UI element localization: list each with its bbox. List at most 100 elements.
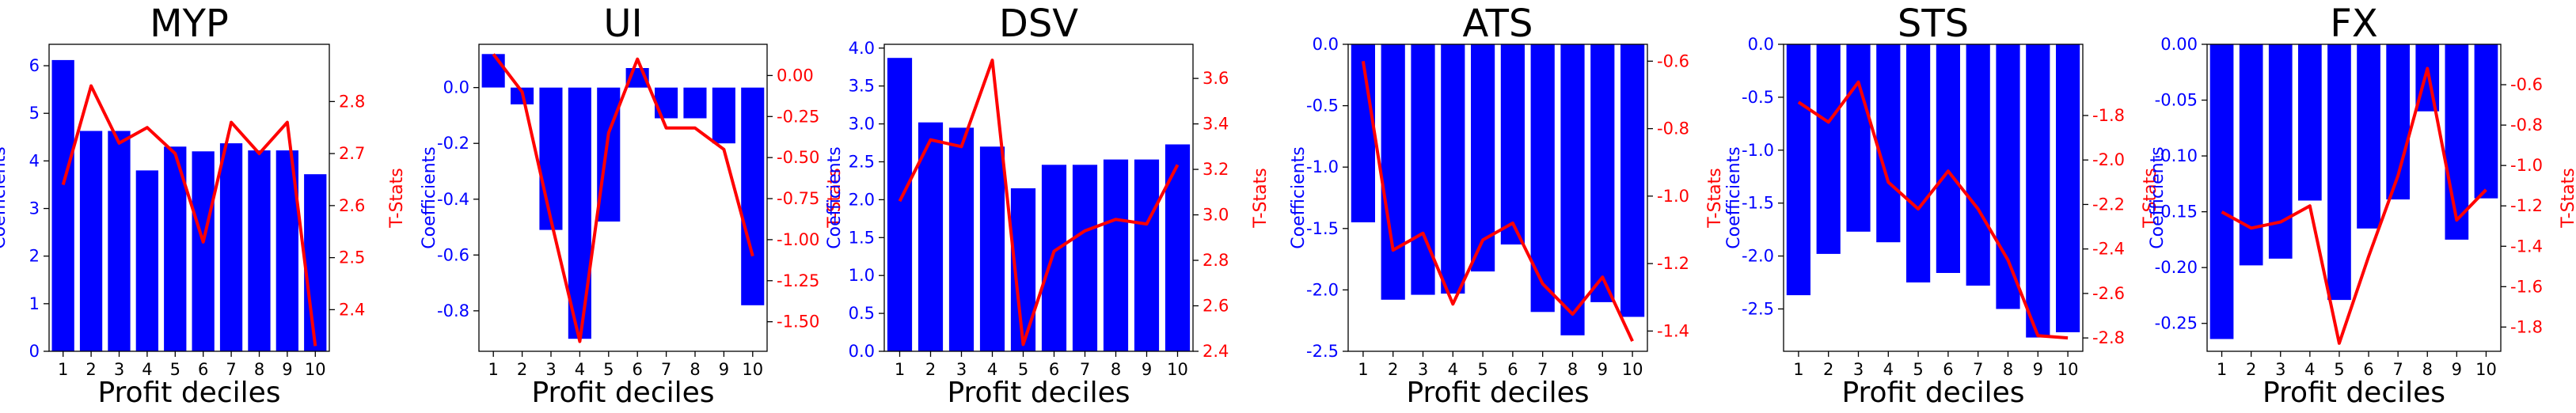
x-axis-label: Profit deciles [531, 377, 714, 409]
xtick-label: 9 [1598, 360, 1608, 379]
y2tick-label: 2.5 [339, 248, 365, 267]
y2tick-label: -0.6 [1657, 51, 1689, 70]
y2-axis-label: T-Stats [1251, 168, 1271, 229]
y-axis-label: Coefficients [2148, 146, 2168, 248]
y2tick-label: 2.8 [339, 92, 365, 111]
y2tick-label: -1.00 [777, 230, 819, 249]
y2tick-label: -1.2 [2510, 196, 2543, 215]
ytick-label: -0.25 [2155, 314, 2198, 333]
bar-4 [2298, 44, 2322, 201]
bar-7 [1530, 44, 1555, 313]
y-axis-label: Coefficients [0, 146, 9, 248]
bar-4 [979, 146, 1005, 352]
y2tick-label: -1.2 [1657, 254, 1689, 273]
bar-8 [1103, 159, 1129, 351]
bar-6 [192, 151, 215, 351]
xtick-label: 8 [1567, 360, 1578, 379]
ytick-label: -2.5 [1306, 342, 1339, 361]
ytick-label: -2.0 [1742, 247, 1774, 266]
y2tick-label: 3.6 [1203, 69, 1229, 88]
bar-9 [1134, 159, 1160, 351]
y2tick-label: -0.25 [777, 107, 819, 126]
xtick-label: 3 [2275, 360, 2285, 379]
bar-8 [1560, 44, 1585, 335]
bar-2 [2239, 44, 2263, 266]
xtick-label: 10 [305, 360, 326, 379]
xtick-label: 1 [488, 360, 499, 379]
bar-2 [1816, 44, 1841, 254]
xtick-label: 1 [2217, 360, 2227, 379]
ytick-label: 1.5 [849, 228, 875, 247]
y-axis-label: Coefficients [420, 146, 439, 248]
ytick-label: 4 [29, 151, 40, 170]
y2tick-label: -1.4 [2510, 237, 2543, 256]
chart-title: STS [1898, 2, 1969, 46]
ytick-label: 2 [29, 247, 40, 266]
bar-3 [108, 131, 131, 351]
xtick-label: 6 [2363, 360, 2373, 379]
y2tick-label: 3.4 [1203, 115, 1229, 134]
xtick-label: 10 [1167, 360, 1188, 379]
bar-4 [1876, 44, 1901, 243]
ytick-label: -0.6 [437, 245, 469, 264]
xtick-label: 5 [603, 360, 614, 379]
bar-6 [1500, 44, 1525, 244]
ytick-label: -0.8 [437, 301, 469, 320]
bar-4 [1441, 44, 1465, 294]
bar-10 [1165, 144, 1191, 351]
y2tick-label: -2.8 [2092, 328, 2125, 347]
xtick-label: 9 [1142, 360, 1152, 379]
bar-1 [51, 59, 74, 352]
plot-frame [1347, 44, 1648, 352]
ytick-label: -0.5 [1306, 97, 1339, 116]
plot-frame [478, 44, 768, 352]
bar-3 [1411, 44, 1435, 295]
y2tick-label: 0.00 [777, 66, 814, 85]
chart-panel-ui: -0.8 -0.6 -0.4 -0.2 0.0 -1.50 -1.25 -1.00 -0.75 -… [420, 2, 845, 409]
xtick-label: 5 [170, 360, 180, 379]
xtick-label: 4 [2304, 360, 2315, 379]
ytick-label: -0.15 [2155, 203, 2198, 222]
chart-title: FX [2330, 2, 2378, 46]
bar-9 [1590, 44, 1615, 302]
y2tick-label: -2.2 [2092, 195, 2125, 214]
y2tick-label: -1.50 [777, 313, 819, 332]
chart-panel-ats: -2.5 -2.0 -1.5 -1.0 -0.5 0.0 -1.4 -1.2 -1.0 -0.8 -… [1289, 2, 1725, 409]
y-axis-label: Coefficients [1289, 146, 1309, 248]
xtick-label: 1 [1793, 360, 1803, 379]
bar-8 [683, 87, 707, 119]
ytick-label: -1.0 [1742, 141, 1774, 160]
ytick-label: 0.0 [1313, 35, 1339, 54]
ytick-label: 4.0 [849, 39, 875, 58]
xtick-label: 4 [1883, 360, 1894, 379]
ytick-label: 0 [29, 342, 40, 361]
ytick-label: 3.0 [849, 115, 875, 134]
xtick-label: 7 [661, 360, 671, 379]
xtick-label: 3 [1418, 360, 1428, 379]
ytick-label: 2.0 [849, 190, 875, 209]
y2tick-label: 2.8 [1203, 251, 1229, 270]
y2tick-label: -0.8 [2510, 116, 2543, 135]
xtick-label: 2 [1823, 360, 1833, 379]
ytick-label: -0.05 [2155, 91, 2198, 110]
xtick-label: 7 [2392, 360, 2403, 379]
tstat-line [61, 84, 317, 347]
tstat-line [1797, 80, 2069, 340]
ytick-label: -2.0 [1306, 280, 1339, 299]
bar-10 [304, 174, 327, 351]
xtick-label: 5 [1018, 360, 1028, 379]
xtick-label: 10 [1622, 360, 1643, 379]
ytick-label: -1.5 [1742, 194, 1774, 213]
bar-1 [481, 54, 505, 88]
xtick-label: 7 [226, 360, 236, 379]
ytick-label: 0.5 [849, 304, 875, 323]
bar-10 [1620, 44, 1645, 317]
xtick-label: 10 [2475, 360, 2497, 379]
y-axis-label: Coefficients [1724, 146, 1744, 248]
ytick-label: 3 [29, 199, 40, 218]
y2tick-label: -1.6 [2510, 277, 2543, 296]
chart-panel-fx: -0.25 -0.20 -0.15 -0.10 -0.05 0.00 -1.8 -1.6 -1.… [2148, 2, 2576, 409]
tstat-line [1361, 60, 1634, 343]
ytick-label: 0.0 [443, 78, 469, 97]
